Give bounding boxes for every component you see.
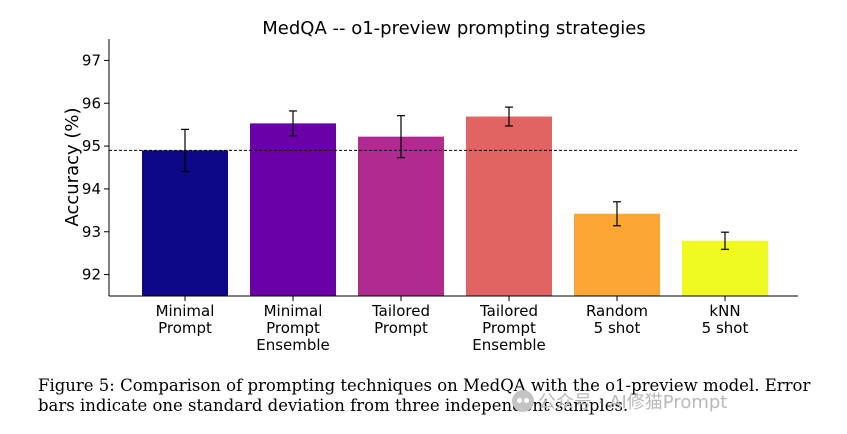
bar — [574, 213, 660, 296]
x-tick-label: Random 5 shot — [586, 302, 648, 337]
y-tick-label: 97 — [82, 51, 101, 69]
x-tick-label: Tailored Prompt — [371, 302, 430, 337]
wechat-icon — [512, 390, 534, 412]
x-tick-label: kNN 5 shot — [702, 302, 749, 337]
bar — [250, 123, 336, 296]
chart-title: MedQA -- o1-preview prompting strategies — [262, 18, 645, 39]
y-tick-label: 93 — [82, 223, 101, 241]
x-tick-label: Tailored Prompt Ensemble — [472, 302, 546, 354]
bar — [682, 240, 768, 296]
bar — [142, 150, 228, 296]
bars — [142, 106, 768, 296]
bar — [466, 116, 552, 296]
y-axis-label: Accuracy (%) — [62, 107, 83, 226]
y-tick-label: 96 — [82, 94, 101, 112]
x-tick-label: Minimal Prompt Ensemble — [256, 302, 330, 354]
watermark-text: 公众号 · AI修猫Prompt — [538, 392, 728, 413]
x-axis-ticks: Minimal Prompt Minimal Prompt Ensemble Tailor… — [156, 296, 749, 354]
y-axis-ticks: 92 93 94 95 96 97 — [82, 51, 109, 284]
figure-caption: Figure 5: Comparison of prompting techni… — [38, 376, 811, 415]
watermark: 公众号 · AI修猫Prompt — [512, 388, 727, 414]
bar — [358, 136, 444, 296]
y-tick-label: 94 — [82, 180, 101, 198]
y-tick-label: 95 — [82, 137, 101, 155]
y-tick-label: 92 — [82, 266, 101, 284]
x-tick-label: Minimal Prompt — [156, 302, 215, 337]
